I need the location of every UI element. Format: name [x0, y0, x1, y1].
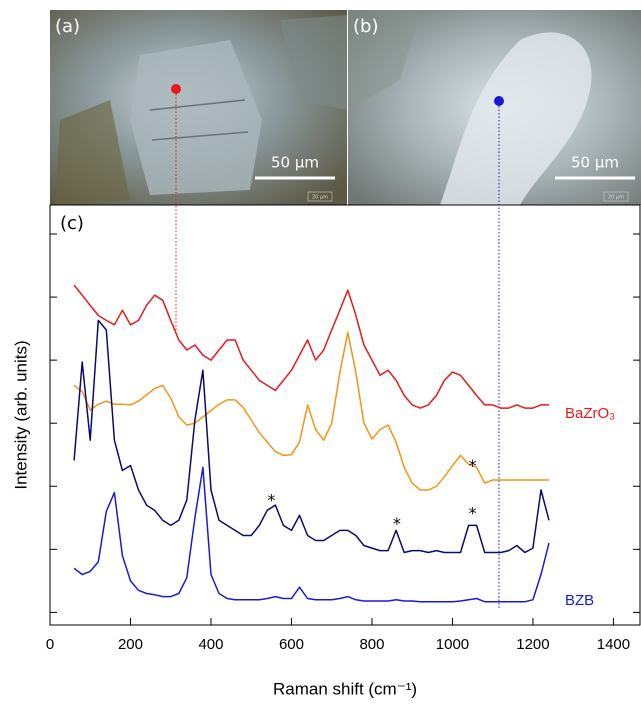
x-tick-label: 600: [279, 636, 304, 653]
photo-b: [348, 10, 641, 205]
panel-label: (a): [55, 16, 80, 37]
plot-frame: [49, 204, 641, 626]
series-label: BaZrO₃: [565, 405, 615, 422]
x-tick-label: 1200: [516, 636, 549, 653]
x-tick-label: 1400: [597, 636, 630, 653]
spectrum-line: [73, 319, 550, 554]
inset-label: 20 µm: [608, 195, 624, 201]
x-tick-label: 400: [198, 636, 223, 653]
x-tick-label: 800: [359, 636, 384, 653]
y-axis-label: Intensity (arb. units): [11, 340, 30, 489]
peak-marker: *: [267, 490, 275, 509]
scale-bar-label: 50 µm: [271, 154, 319, 172]
x-tick-label: 1000: [436, 636, 469, 653]
peak-marker: *: [469, 504, 477, 523]
inset-label: 20 µm: [312, 195, 328, 201]
spectrum-line: [73, 284, 549, 409]
series-label: BZB: [565, 592, 594, 609]
x-axis-label: Raman shift (cm⁻¹): [273, 679, 417, 698]
peak-marker: *: [393, 514, 401, 533]
panel-label: (b): [353, 16, 378, 37]
x-tick-label: 200: [118, 636, 143, 653]
x-tick-label: 0: [46, 636, 54, 653]
spectrum-line: [73, 466, 550, 603]
panel-label: (c): [60, 213, 84, 234]
photo-a: [50, 10, 347, 205]
peak-marker: *: [469, 456, 477, 475]
spectrum-line: [73, 331, 549, 491]
scale-bar-label: 50 µm: [571, 154, 619, 172]
